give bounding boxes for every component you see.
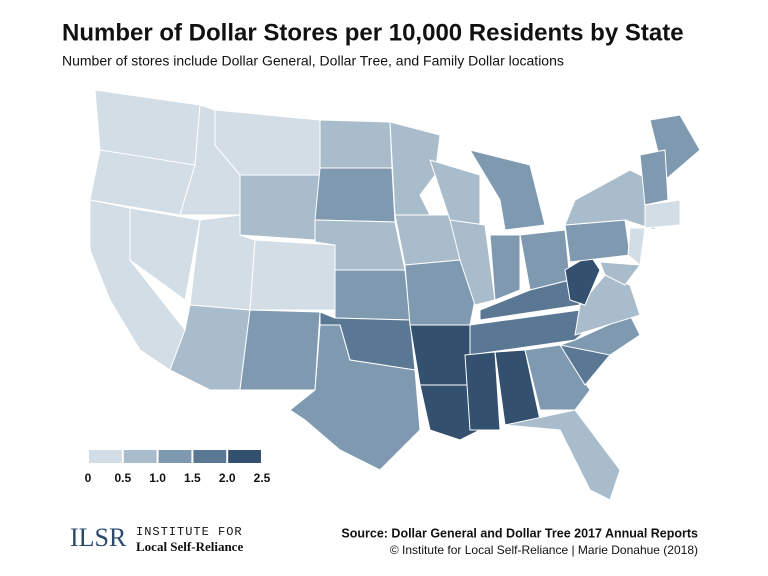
state [289, 324, 421, 471]
legend-swatch [89, 450, 122, 463]
logo-line2: Local Self-Reliance [136, 539, 243, 554]
title: Number of Dollar Stores per 10,000 Resid… [62, 19, 684, 46]
state [574, 274, 641, 336]
state [449, 219, 496, 306]
subtitle: Number of stores include Dollar General,… [62, 53, 564, 69]
legend-tick-label: 1.0 [149, 471, 166, 485]
state [334, 269, 411, 321]
legend-tick-label: 0.5 [114, 471, 131, 485]
state [319, 119, 393, 169]
state [468, 149, 546, 231]
source: Source: Dollar General and Dollar Tree 2… [341, 526, 698, 540]
state [169, 304, 251, 391]
legend-swatch [123, 450, 157, 463]
state [564, 169, 656, 231]
state [564, 219, 631, 263]
legend-swatch [158, 450, 192, 463]
legend-tick-label: 1.5 [184, 471, 201, 485]
state [464, 351, 501, 431]
state [524, 344, 591, 411]
state [239, 309, 321, 391]
logo-mark: ILSR [70, 523, 127, 552]
state [504, 409, 621, 501]
legend-tick-label: 2.5 [254, 471, 271, 485]
state [239, 174, 321, 241]
state [599, 261, 641, 286]
logo-line1: INSTITUTE FOR [136, 525, 243, 539]
state [404, 259, 476, 326]
state [639, 149, 669, 206]
legend-swatch [228, 450, 261, 463]
state [519, 229, 571, 291]
state [314, 167, 396, 223]
legend-swatch [193, 450, 227, 463]
state [644, 199, 681, 229]
legend-tick-label: 2.0 [219, 471, 236, 485]
state [489, 234, 521, 301]
state [129, 207, 201, 301]
credit: © Institute for Local Self-Reliance | Ma… [390, 543, 698, 557]
state [249, 239, 336, 311]
legend: 0 0.5 1.0 1.5 2.0 2.5 [85, 450, 271, 485]
legend-tick-label: 0 [85, 471, 92, 485]
map [89, 89, 701, 501]
state [409, 324, 471, 386]
state [627, 227, 646, 266]
